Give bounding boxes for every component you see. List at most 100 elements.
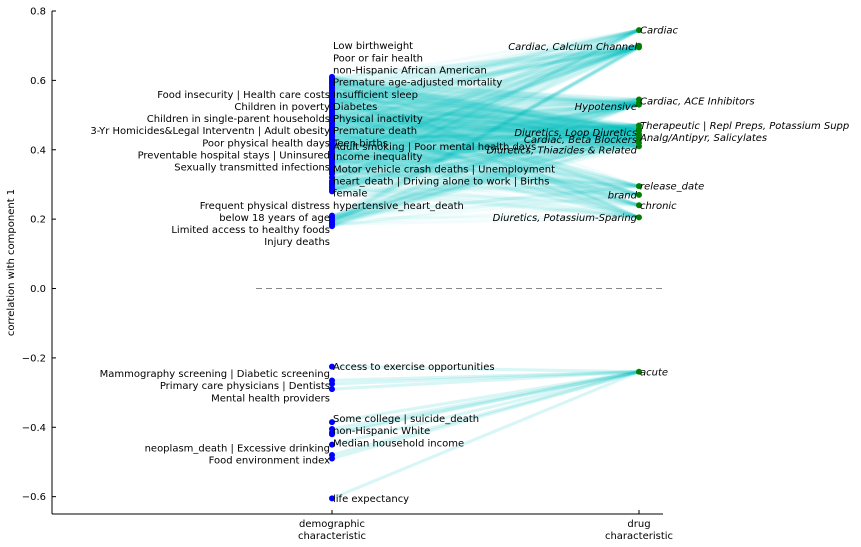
link-line	[331, 44, 640, 88]
link-line	[331, 28, 640, 183]
link-line	[331, 103, 640, 155]
link-line	[331, 123, 640, 141]
link-line	[331, 80, 640, 102]
link-line	[331, 87, 640, 131]
demographic-label: Food environment index	[209, 456, 330, 467]
link-line	[331, 103, 640, 141]
link-line	[331, 45, 640, 155]
link-line	[331, 139, 640, 197]
link-line	[331, 370, 640, 436]
link-line	[331, 44, 640, 129]
drug-label: chronic	[640, 201, 677, 212]
demographic-label: Mammography screening | Diabetic screeni…	[100, 369, 330, 380]
link-line	[331, 77, 640, 131]
link-line	[331, 44, 640, 154]
link-line	[331, 129, 640, 164]
link-line	[331, 108, 640, 138]
link-line	[331, 103, 640, 193]
link-line	[331, 103, 640, 192]
link-line	[331, 113, 640, 188]
link-line	[331, 103, 640, 167]
link-line	[331, 101, 640, 124]
link-line	[331, 134, 640, 155]
link-line	[331, 101, 640, 138]
link-line	[331, 101, 640, 155]
link-line	[331, 46, 640, 221]
link-line	[331, 110, 640, 207]
link-line	[331, 28, 640, 102]
link-line	[331, 106, 640, 141]
link-line	[331, 101, 640, 133]
link-line	[331, 137, 640, 154]
link-line	[331, 45, 640, 102]
link-line	[331, 45, 640, 159]
link-line	[331, 129, 640, 161]
link-line	[331, 83, 640, 128]
link-line	[331, 134, 640, 187]
link-line	[331, 44, 640, 159]
link-line	[331, 101, 640, 107]
link-line	[331, 132, 640, 225]
link-line	[331, 97, 640, 135]
link-line	[331, 44, 640, 150]
link-line	[331, 129, 640, 219]
link-line	[331, 370, 640, 461]
link-line	[331, 370, 640, 461]
link-line	[331, 90, 640, 141]
link-line	[331, 144, 640, 166]
link-line	[331, 111, 640, 133]
demographic-label: Frequent physical distress	[200, 201, 330, 212]
link-line	[331, 28, 640, 103]
link-line	[331, 101, 640, 185]
link-line	[331, 97, 640, 121]
link-line	[331, 45, 640, 138]
link-line	[331, 82, 640, 148]
link-line	[331, 370, 640, 457]
link-line	[331, 123, 640, 192]
link-line	[331, 129, 640, 148]
link-line	[331, 44, 640, 186]
link-line	[331, 370, 640, 431]
demographic-point	[329, 441, 335, 448]
link-line	[331, 370, 640, 435]
link-line	[331, 123, 640, 138]
link-line	[331, 45, 640, 89]
link-line	[331, 101, 640, 190]
link-line	[331, 113, 640, 219]
link-line	[331, 111, 640, 207]
link-line	[331, 127, 640, 169]
link-line	[331, 101, 640, 180]
link-line	[331, 89, 640, 105]
link-line	[331, 193, 640, 219]
link-line	[331, 45, 640, 188]
demographic-label: Primary care physicians | Dentists	[160, 381, 330, 392]
link-line	[331, 144, 640, 180]
link-line	[331, 92, 640, 128]
demographic-label: hypertensive_heart_death	[333, 201, 464, 212]
link-line	[331, 103, 640, 185]
link-line	[331, 45, 640, 103]
drug-label: Cardiac, ACE Inhibitors	[640, 97, 755, 108]
link-line	[331, 82, 640, 219]
y-tick-label: 0.4	[30, 145, 46, 156]
link-line	[331, 127, 640, 143]
link-line	[331, 45, 640, 134]
link-line	[331, 148, 640, 219]
link-line	[331, 370, 640, 500]
link-line	[331, 123, 640, 136]
link-line	[331, 106, 640, 128]
link-line	[331, 94, 640, 105]
link-line	[331, 92, 640, 107]
drug-label: Hypotensive	[575, 102, 637, 113]
link-line	[331, 44, 640, 164]
link-line	[331, 96, 640, 105]
link-line	[331, 113, 640, 136]
x-tick-label: characteristic	[298, 531, 366, 542]
link-line	[331, 125, 640, 131]
link-line	[331, 129, 640, 219]
link-line	[331, 215, 640, 226]
link-line	[331, 129, 640, 148]
link-line	[331, 122, 640, 207]
link-line	[331, 101, 640, 176]
